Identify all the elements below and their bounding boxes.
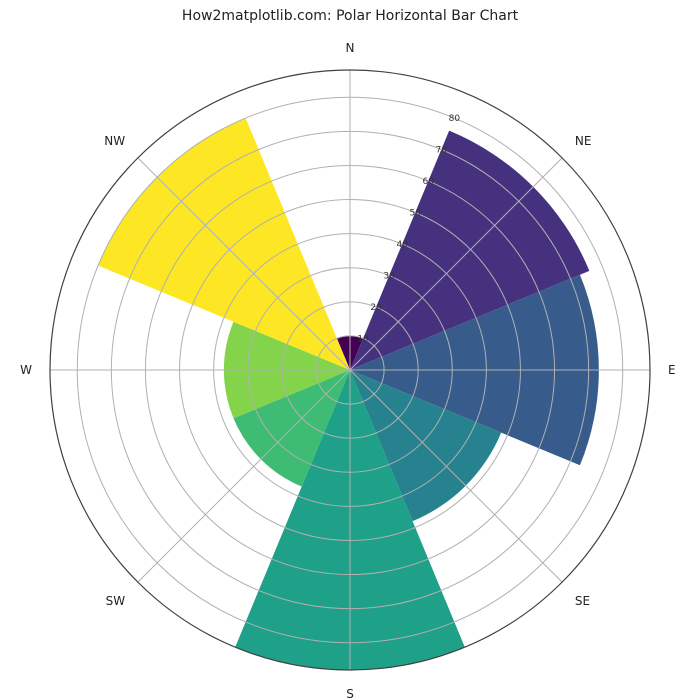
theta-label-e: E: [668, 363, 676, 377]
theta-label-se: SE: [575, 594, 590, 608]
r-tick-label: 50: [410, 209, 422, 219]
r-tick-label: 10: [357, 335, 369, 345]
polar-chart: 10 20 30 40 50 60 70 80 N NE E SE S SW W NW: [0, 0, 700, 700]
r-tick-label: 30: [383, 272, 395, 282]
theta-label-n: N: [346, 41, 355, 55]
r-tick-label: 60: [423, 177, 435, 187]
theta-label-w: W: [20, 363, 32, 377]
r-tick-label: 20: [370, 303, 382, 313]
theta-label-s: S: [346, 687, 354, 700]
theta-label-nw: NW: [104, 134, 125, 148]
r-tick-label: 70: [436, 146, 448, 156]
theta-label-ne: NE: [575, 134, 592, 148]
r-tick-label: 40: [396, 240, 408, 250]
r-tick-label: 80: [449, 114, 461, 124]
theta-label-sw: SW: [106, 594, 126, 608]
